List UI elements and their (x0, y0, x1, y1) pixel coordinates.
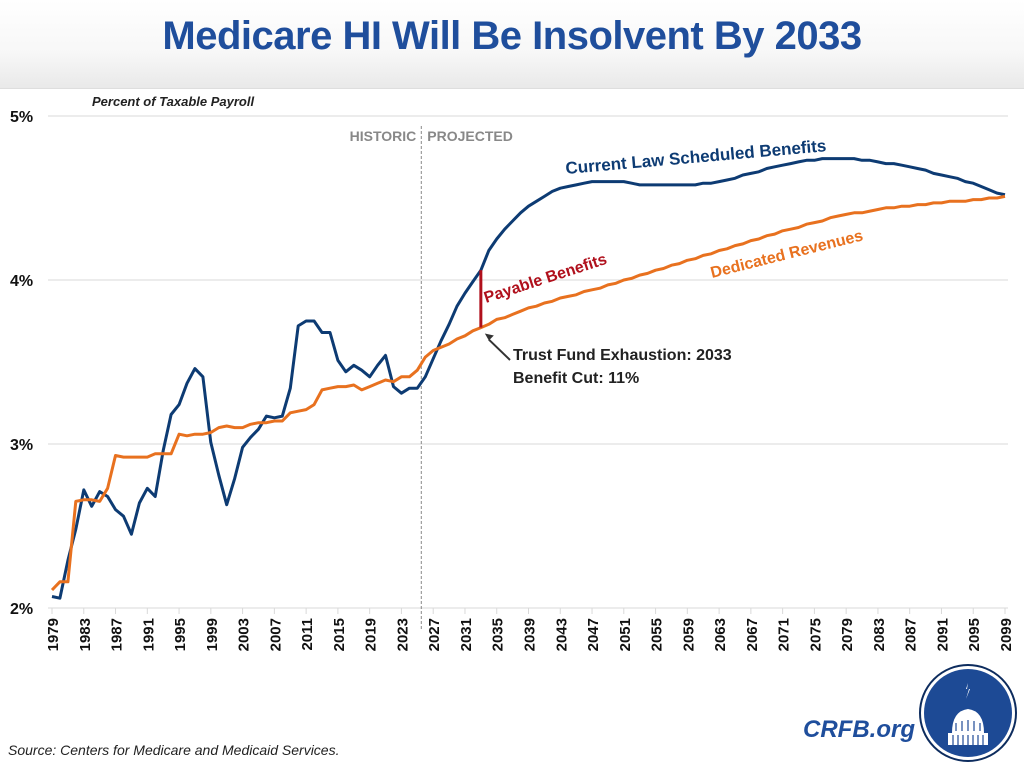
series-lines (50, 157, 1006, 600)
x-tick-label: 2083 (871, 618, 888, 651)
y-tick-label: 5% (10, 109, 33, 126)
x-tick-label: 2051 (617, 618, 634, 651)
gridlines (48, 115, 1008, 614)
x-tick-label: 2015 (331, 618, 348, 651)
x-tick-label: 2079 (839, 618, 856, 651)
y-tick-labels: 2% 3% 4% 5% (10, 109, 33, 618)
source-note: Source: Centers for Medicare and Medicai… (8, 742, 340, 758)
x-tick-label: 2067 (744, 618, 761, 651)
y-tick-label: 4% (10, 273, 33, 290)
x-tick-label: 2007 (267, 618, 284, 651)
x-tick-label: 2059 (680, 618, 697, 651)
y-tick-label: 3% (10, 437, 33, 454)
projected-label: PROJECTED (427, 128, 513, 144)
x-tick-label: 2099 (998, 618, 1015, 651)
x-tick-label: 2095 (966, 618, 983, 651)
page-title: Medicare HI Will Be Insolvent By 2033 (162, 14, 862, 58)
x-tick-label: 2055 (649, 618, 666, 651)
brand-link[interactable]: CRFB.org (803, 716, 915, 743)
historic-label: HISTORIC (350, 128, 417, 144)
x-tick-label: 2027 (426, 618, 443, 651)
exhaustion-arrow (488, 338, 511, 361)
payable-benefits-label: Payable Benefits (482, 251, 609, 307)
x-tick-label: 2039 (522, 618, 539, 651)
exhaustion-annotation-line: Benefit Cut: 11% (513, 370, 639, 387)
x-tick-labels: 1979 1983 1987 1991 1995 1999 2003 2007 2011 2015… (45, 618, 1015, 651)
arrow-head-icon (484, 333, 494, 341)
series-label-revenues: Dedicated Revenues (709, 227, 865, 281)
x-tick-label: 1995 (172, 618, 189, 651)
historic-projected-divider: HISTORIC PROJECTED (350, 126, 513, 630)
annotations: Current Law Scheduled Benefits Dedicated … (479, 136, 865, 387)
x-tick-label: 2043 (553, 618, 570, 651)
x-tick-label: 2063 (712, 618, 729, 651)
x-tick-label: 1979 (45, 618, 62, 651)
x-tick-label: 2087 (903, 618, 920, 651)
series-line-revenues (50, 194, 1006, 592)
x-tick-label: 1987 (109, 618, 126, 651)
x-tick-label: 2091 (934, 618, 951, 651)
x-tick-label: 2031 (458, 618, 475, 651)
x-tick-label: 2047 (585, 618, 602, 651)
x-tick-label: 2071 (776, 618, 793, 651)
x-tick-label: 1999 (204, 618, 221, 651)
x-tick-label: 1983 (77, 618, 94, 651)
y-tick-label: 2% (10, 601, 33, 618)
x-tick-label: 2023 (394, 618, 411, 651)
x-tick-label: 2075 (807, 618, 824, 651)
x-tick-label: 2019 (363, 618, 380, 651)
header-band: Medicare HI Will Be Insolvent By 2033 (0, 0, 1024, 89)
series-label-costs: Current Law Scheduled Benefits (565, 136, 827, 178)
capitol-dome-logo-icon (919, 664, 1017, 762)
x-tick-label: 2003 (236, 618, 253, 651)
x-tick-label: 1991 (140, 618, 157, 651)
y-axis-label: Percent of Taxable Payroll (92, 94, 255, 109)
exhaustion-annotation-line: Trust Fund Exhaustion: 2033 (513, 347, 732, 364)
x-tick-label: 2035 (490, 618, 507, 651)
x-tick-label: 2011 (299, 618, 316, 651)
